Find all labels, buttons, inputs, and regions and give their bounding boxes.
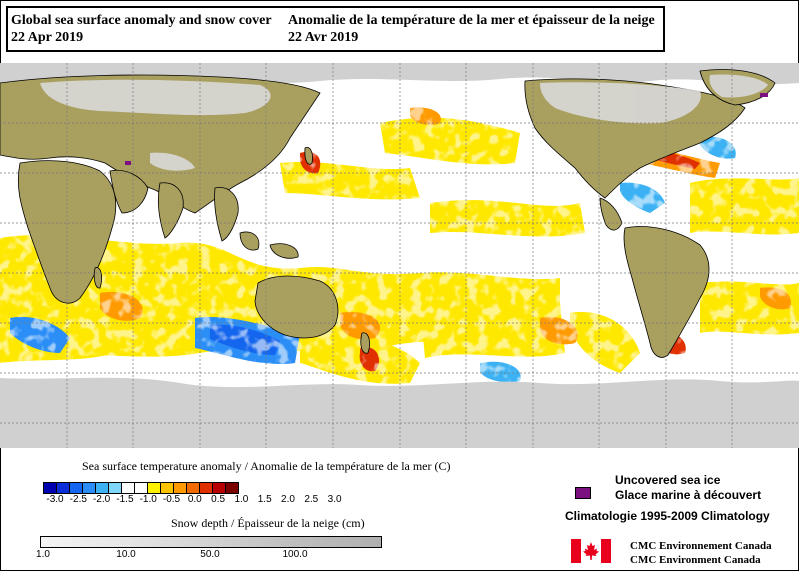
- lat-lon-grid: [0, 63, 799, 448]
- sst-color-bar: [43, 482, 239, 494]
- continent-arabia: [109, 169, 149, 214]
- world-map: [0, 63, 799, 448]
- maple-leaf-icon: [583, 542, 599, 560]
- canada-flag-icon: [571, 539, 611, 563]
- sst-tick-label: -1.5: [116, 494, 134, 505]
- continent-south-america: [623, 226, 710, 358]
- title-fr-date: 22 Avr 2019: [288, 30, 359, 45]
- title-en-line1: Global sea surface anomaly and snow cove…: [11, 13, 272, 28]
- sst-tick-label: 1.5: [257, 494, 272, 505]
- sst-legend-title: Sea surface temperature anomaly / Anomal…: [82, 459, 451, 473]
- continent-australia: [254, 275, 339, 339]
- snow-tick-labels: 1.0 10.0 50.0 100.0: [0, 549, 400, 561]
- sst-tick-label: 1.0: [234, 494, 249, 505]
- sst-color-cell: [226, 483, 238, 493]
- snow-region: [150, 152, 195, 171]
- snow-legend-title: Snow depth / Épaisseur de la neige (cm): [171, 516, 365, 530]
- sea-ice-label-fr: Glace marine à découvert: [615, 488, 762, 502]
- sst-tick-label: 0.5: [211, 494, 226, 505]
- sst-tick-label: -1.0: [139, 494, 157, 505]
- snow-cover: [40, 74, 768, 171]
- snow-tick-label: 1.0: [36, 549, 50, 560]
- sea-ice-patch: [125, 161, 131, 165]
- sst-color-cell: [96, 483, 109, 493]
- sea-ice-swatch: [575, 487, 591, 499]
- climatology-label: Climatologie 1995-2009 Climatology: [565, 509, 770, 523]
- snow-region: [40, 79, 271, 116]
- sst-color-cell: [213, 483, 226, 493]
- island-new-zealand: [360, 332, 370, 354]
- sst-color-cell: [57, 483, 70, 493]
- snow-depth-bar: [40, 536, 382, 548]
- sst-color-cell: [161, 483, 174, 493]
- sst-color-cell: [122, 483, 135, 493]
- sst-color-cell: [44, 483, 57, 493]
- sst-tick-label: -2.5: [69, 494, 87, 505]
- snow-tick-label: 10.0: [116, 549, 136, 560]
- sea-ice-label-en: Uncovered sea ice: [615, 473, 721, 487]
- sea-ice-patch: [760, 93, 768, 97]
- island-japan: [304, 146, 313, 165]
- island-madagascar: [93, 267, 103, 289]
- title-en-date: 22 Apr 2019: [11, 30, 84, 45]
- title-fr-line1: Anomalie de la température de la mer et …: [288, 13, 655, 28]
- title-english: Global sea surface anomaly and snow cove…: [11, 12, 272, 46]
- sst-tick-label: 2.0: [281, 494, 295, 505]
- sst-tick-label: -3.0: [46, 494, 64, 505]
- sst-color-cell: [148, 483, 161, 493]
- sst-tick-label: -0.5: [162, 494, 181, 505]
- island-new-guinea: [269, 243, 299, 259]
- title-box: Global sea surface anomaly and snow cove…: [6, 6, 665, 52]
- snow-region: [540, 82, 701, 124]
- sst-color-cell: [187, 483, 200, 493]
- continent-southeast-asia: [214, 187, 239, 242]
- sst-color-cell: [135, 483, 148, 493]
- sst-color-cell: [174, 483, 187, 493]
- sst-tick-label: 2.5: [304, 494, 319, 505]
- sst-tick-label: -2.0: [92, 494, 111, 505]
- sst-tick-labels: -3.0 -2.5 -2.0 -1.5 -1.0 -0.5 0.0 0.5 1.0 1.5 2.0 2…: [46, 494, 365, 506]
- sst-tick-label: 0.0: [187, 494, 202, 505]
- flag-left-band: [571, 539, 581, 563]
- island-borneo: [239, 231, 260, 251]
- continent-india: [157, 182, 184, 239]
- sst-color-cell: [70, 483, 83, 493]
- antarctic-sea-ice: [0, 377, 799, 448]
- snow-tick-label: 100.0: [282, 549, 308, 560]
- uncovered-sea-ice: [125, 93, 768, 165]
- agency-label-en: CMC Environment Canada: [630, 554, 761, 566]
- snow-tick-label: 50.0: [200, 549, 220, 560]
- agency-label-fr: CMC Environnement Canada: [630, 540, 772, 552]
- sst-color-cell: [200, 483, 213, 493]
- flag-right-band: [601, 539, 611, 563]
- sst-color-cell: [83, 483, 96, 493]
- sst-color-cell: [109, 483, 122, 493]
- continent-central-america: [599, 197, 623, 231]
- title-french: Anomalie de la température de la mer et …: [288, 12, 655, 46]
- snow-region: [709, 74, 768, 98]
- sst-tick-label: 3.0: [327, 494, 342, 505]
